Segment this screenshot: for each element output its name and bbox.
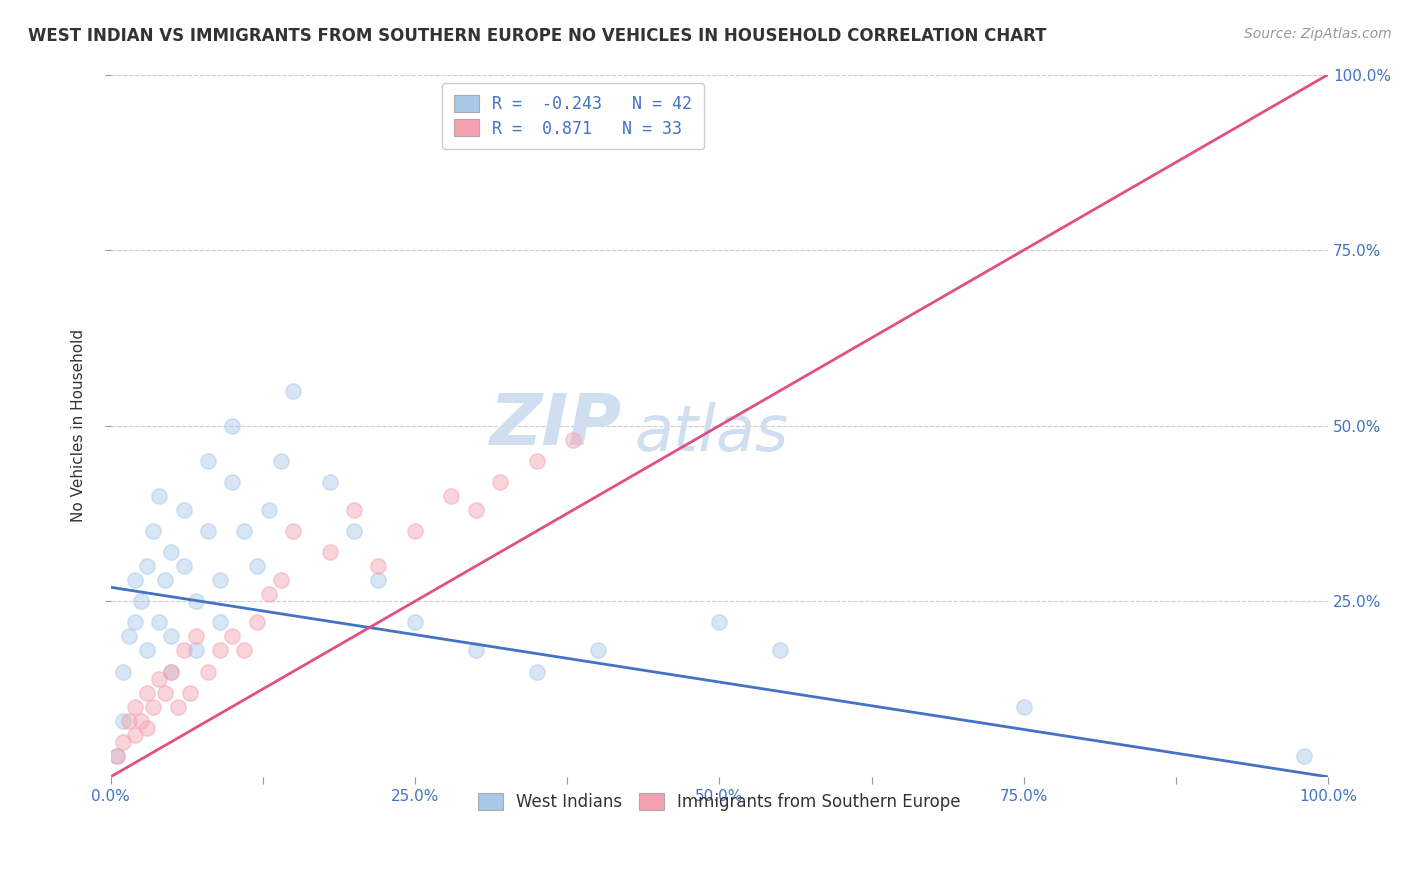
Point — [184, 643, 207, 657]
Point — [197, 665, 219, 679]
Point — [1012, 699, 1035, 714]
Point — [270, 573, 292, 587]
Point — [270, 454, 292, 468]
Point — [129, 594, 152, 608]
Point — [209, 643, 232, 657]
Point — [246, 615, 269, 630]
Point — [160, 545, 183, 559]
Point — [367, 559, 389, 574]
Point — [221, 475, 243, 489]
Point — [148, 615, 170, 630]
Point — [124, 728, 146, 742]
Point — [526, 665, 548, 679]
Point — [142, 524, 165, 538]
Point — [489, 475, 512, 489]
Point — [111, 665, 134, 679]
Point — [709, 615, 731, 630]
Point — [118, 714, 141, 728]
Point — [160, 665, 183, 679]
Point — [343, 524, 366, 538]
Point — [343, 503, 366, 517]
Point — [464, 643, 486, 657]
Text: WEST INDIAN VS IMMIGRANTS FROM SOUTHERN EUROPE NO VEHICLES IN HOUSEHOLD CORRELAT: WEST INDIAN VS IMMIGRANTS FROM SOUTHERN … — [28, 27, 1046, 45]
Point — [166, 699, 188, 714]
Point — [124, 699, 146, 714]
Point — [142, 699, 165, 714]
Point — [160, 665, 183, 679]
Text: atlas: atlas — [634, 401, 789, 464]
Point — [160, 629, 183, 643]
Point — [179, 685, 201, 699]
Point — [769, 643, 792, 657]
Point — [105, 748, 128, 763]
Point — [233, 524, 256, 538]
Text: Source: ZipAtlas.com: Source: ZipAtlas.com — [1244, 27, 1392, 41]
Point — [105, 748, 128, 763]
Point — [129, 714, 152, 728]
Point — [404, 615, 426, 630]
Point — [111, 714, 134, 728]
Point — [209, 573, 232, 587]
Point — [148, 672, 170, 686]
Point — [184, 594, 207, 608]
Text: ZIP: ZIP — [489, 392, 621, 460]
Y-axis label: No Vehicles in Household: No Vehicles in Household — [72, 329, 86, 522]
Point — [283, 384, 305, 398]
Point — [173, 559, 195, 574]
Point — [155, 685, 177, 699]
Point — [136, 721, 159, 735]
Point — [246, 559, 269, 574]
Point — [319, 475, 342, 489]
Point — [526, 454, 548, 468]
Point — [562, 433, 585, 447]
Point — [221, 418, 243, 433]
Legend: West Indians, Immigrants from Southern Europe: West Indians, Immigrants from Southern E… — [464, 780, 974, 825]
Point — [233, 643, 256, 657]
Point — [197, 454, 219, 468]
Point — [155, 573, 177, 587]
Point — [221, 629, 243, 643]
Point — [319, 545, 342, 559]
Point — [124, 573, 146, 587]
Point — [136, 685, 159, 699]
Point — [136, 559, 159, 574]
Point — [124, 615, 146, 630]
Point — [111, 735, 134, 749]
Point — [197, 524, 219, 538]
Point — [367, 573, 389, 587]
Point — [136, 643, 159, 657]
Point — [257, 587, 280, 601]
Point — [283, 524, 305, 538]
Point — [173, 643, 195, 657]
Point — [257, 503, 280, 517]
Point — [464, 503, 486, 517]
Point — [118, 629, 141, 643]
Point — [404, 524, 426, 538]
Point — [184, 629, 207, 643]
Point — [209, 615, 232, 630]
Point — [440, 489, 463, 503]
Point — [586, 643, 609, 657]
Point — [1292, 748, 1315, 763]
Point — [148, 489, 170, 503]
Point — [173, 503, 195, 517]
